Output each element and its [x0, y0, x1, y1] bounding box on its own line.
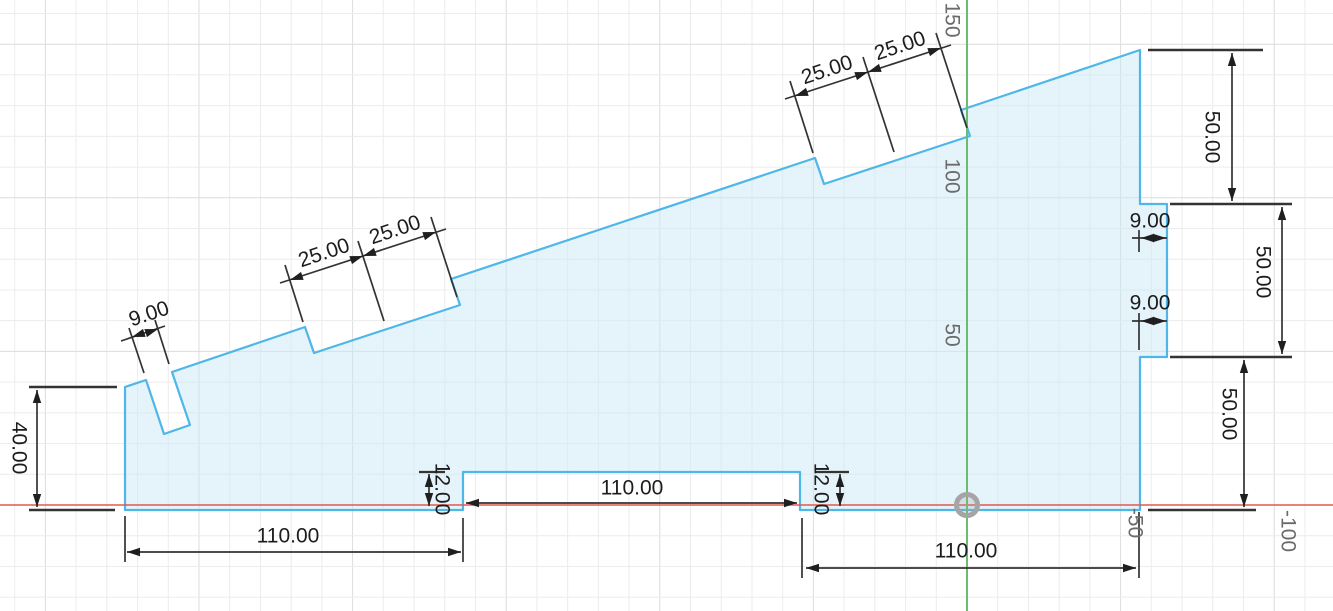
- dimension-notch-depth-12-left[interactable]: 12.00: [419, 463, 454, 516]
- dimension-notch-width-110-center[interactable]: 110.00: [466, 477, 797, 508]
- axis-tick-label: 50: [941, 323, 964, 346]
- dimension-value[interactable]: 9.00: [1130, 210, 1171, 233]
- dimension-arrowhead: [835, 493, 845, 506]
- dimension-value[interactable]: 40.00: [8, 422, 31, 475]
- sketch-profile[interactable]: [123, 48, 1169, 512]
- dimension-arrowhead: [835, 474, 845, 487]
- dimension-arrowhead: [806, 563, 819, 573]
- dimension-value[interactable]: 50.00: [1218, 388, 1241, 441]
- dimension-arrowhead: [363, 247, 377, 256]
- dimension-arrowhead: [795, 87, 809, 96]
- dimension-value[interactable]: 50.00: [1201, 111, 1224, 164]
- dimension-arrowhead: [1153, 233, 1166, 243]
- dimension-height-50-bottom[interactable]: 50.00: [1148, 360, 1256, 512]
- dimension-notch-depth-12-right[interactable]: 12.00: [810, 463, 850, 516]
- dimension-arrowhead: [132, 328, 146, 337]
- dimension-arrowhead: [1141, 316, 1154, 326]
- dimension-arrowhead: [144, 329, 158, 338]
- dimension-width-110-bottom-right[interactable]: 110.00: [801, 512, 1140, 578]
- dimension-value[interactable]: 110.00: [935, 540, 998, 563]
- dimension-arrowhead: [424, 493, 434, 506]
- dimension-arrowhead: [1239, 360, 1249, 373]
- dimension-value[interactable]: 9.00: [1130, 292, 1171, 315]
- dimension-width-110-bottom-left[interactable]: 110.00: [124, 516, 464, 562]
- dimension-arrowhead: [424, 474, 434, 487]
- dimension-arrowhead: [1141, 233, 1154, 243]
- dimension-arrowhead: [32, 494, 42, 507]
- dimension-step-9-lower[interactable]: 9.00: [1130, 292, 1171, 351]
- dimension-arrowhead: [349, 256, 363, 265]
- dimension-arrowhead: [1153, 316, 1166, 326]
- dimension-arrowhead: [422, 232, 436, 241]
- dimension-arrowhead: [868, 63, 882, 72]
- dimension-slot-width-9[interactable]: 9.00: [120, 297, 172, 374]
- dimension-height-50-middle[interactable]: 50.00: [1170, 207, 1292, 359]
- dimension-arrowhead: [32, 390, 42, 403]
- dimension-arrowhead: [784, 498, 797, 508]
- axis-tick-label: 150: [941, 2, 964, 37]
- dimension-arrowhead: [466, 498, 479, 508]
- dimension-value[interactable]: 12.00: [810, 463, 833, 516]
- dimension-height-40[interactable]: 40.00: [8, 385, 118, 512]
- dimension-arrowhead: [927, 48, 941, 57]
- dimension-arrowhead: [127, 547, 140, 557]
- dimension-height-50-top[interactable]: 50.00: [1148, 48, 1292, 206]
- dimension-value[interactable]: 50.00: [1252, 246, 1275, 299]
- dimension-value[interactable]: 110.00: [257, 525, 320, 548]
- dimension-arrowhead: [1227, 188, 1237, 201]
- dimension-arrowhead: [1239, 494, 1249, 507]
- axis-tick-label: 100: [941, 158, 964, 193]
- dimension-arrowhead: [1277, 207, 1287, 220]
- dimension-arrowhead: [290, 271, 304, 280]
- dimension-arrowhead: [1123, 563, 1136, 573]
- axis-tick-label: -50: [1124, 508, 1147, 538]
- dimension-step-9-upper[interactable]: 9.00: [1130, 210, 1171, 253]
- axis-tick-label: -100: [1277, 510, 1300, 552]
- dimension-value[interactable]: 12.00: [431, 463, 454, 516]
- dimension-arrowhead: [1277, 341, 1287, 354]
- dimension-arrowhead: [1227, 53, 1237, 66]
- dimension-arrowhead: [854, 72, 868, 81]
- dimension-arrowhead: [448, 547, 461, 557]
- dimension-value[interactable]: 110.00: [601, 477, 664, 500]
- origin-marker[interactable]: [954, 492, 980, 518]
